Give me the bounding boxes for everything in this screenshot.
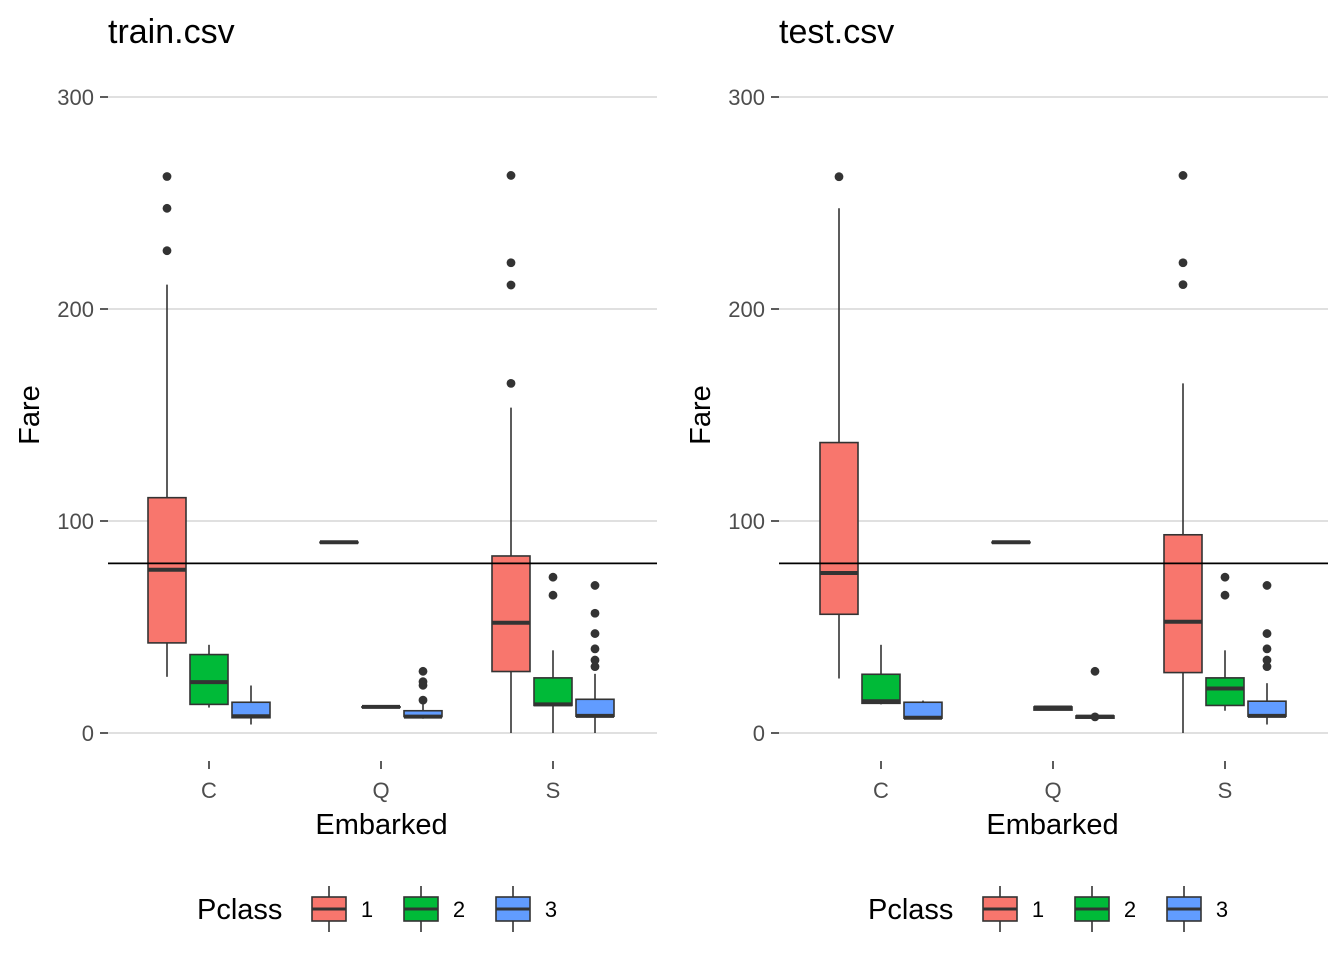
boxplot-S-pclass-3 [1247,581,1287,725]
legend-title: Pclass [868,894,953,926]
box [575,698,615,718]
outlier-point [162,172,172,181]
outlier-point [1090,712,1100,722]
boxplot-Q-pclass-1 [991,540,1031,545]
outlier-point [590,662,600,672]
outlier-point [1262,662,1272,672]
legend: Pclass 1 2 3 [868,886,1228,932]
legend-label: 1 [361,897,373,922]
x-tick-label: C [201,778,217,803]
outlier-point [590,655,600,665]
outlier-point [506,379,516,388]
chart-panel-train: train.csv 0 100 200 300 C Q S Embarked Fare Pclass… [14,13,657,932]
outlier-point [1178,258,1188,268]
chart-title: test.csv [779,13,894,51]
boxplot-C-pclass-2 [861,644,901,705]
boxplot-C-pclass-2 [189,644,229,708]
legend-label: 3 [1216,897,1228,922]
outlier-point [1220,572,1230,582]
outlier-point [834,172,844,182]
outlier-point [590,644,600,654]
y-tick-label: 100 [728,509,765,534]
legend: Pclass 1 2 3 [197,886,557,932]
boxplot-Q-pclass-1 [319,540,359,545]
box [819,441,859,616]
box [861,673,901,705]
y-tick-label: 0 [753,721,765,746]
boxplot-Q-pclass-3 [403,666,443,719]
outlier-point [418,666,428,676]
boxplot-S-pclass-2 [1205,572,1245,711]
legend-label: 2 [453,897,465,922]
box [1163,533,1203,674]
y-axis-label: Fare [685,385,717,445]
chart-panel-test: test.csv 0 100 200 300 C Q S Embarked Fare Pclass 1… [685,13,1328,932]
y-axis-label: Fare [14,385,46,445]
outlier-point [590,629,600,638]
y-tick-label: 100 [57,509,94,534]
boxplot-S-pclass-1 [1163,171,1203,733]
legend-label: 1 [1032,897,1044,922]
outlier-point [1262,655,1272,665]
outlier-point [548,590,558,600]
x-tick-label: C [873,778,889,803]
outlier-point [1262,644,1272,654]
y-tick-label: 200 [57,297,94,322]
outlier-point [1178,171,1188,180]
y-tick-label: 300 [728,85,765,110]
box [1205,677,1245,707]
outlier-point [1262,629,1272,638]
outlier-point [1262,581,1272,590]
boxplot-S-pclass-1 [491,171,531,733]
outlier-point [548,572,558,582]
outlier-point [506,280,516,290]
legend-key-3: 3 [495,886,557,932]
legend-key-2: 2 [1074,886,1136,932]
legend-key-2: 2 [403,886,465,932]
outlier-point [590,608,600,618]
outlier-point [162,246,172,256]
y-tick-label: 0 [82,721,94,746]
x-tick-label: Q [372,778,389,803]
x-axis-label: Embarked [315,809,447,841]
x-tick-label: S [1218,778,1233,803]
x-tick-label: S [546,778,561,803]
outlier-point [506,171,516,180]
box [533,677,573,707]
outlier-point [590,581,600,590]
boxplot-Q-pclass-3 [1075,666,1115,722]
boxplot-S-pclass-2 [533,572,573,733]
box [189,653,229,706]
y-tick-label: 300 [57,85,94,110]
outlier-point [1220,590,1230,600]
boxplot-S-pclass-3 [575,581,615,733]
legend-key-3: 3 [1166,886,1228,932]
legend-title: Pclass [197,894,282,926]
outlier-point [506,258,516,268]
chart-title: train.csv [108,13,235,51]
outlier-point [162,203,172,213]
x-axis-label: Embarked [986,809,1118,841]
boxplot-C-pclass-3 [231,685,271,725]
legend-label: 2 [1124,897,1136,922]
boxplot-C-pclass-1 [819,172,859,679]
outlier-point [418,695,428,705]
boxplot-C-pclass-3 [903,700,943,720]
x-tick-label: Q [1044,778,1061,803]
y-tick-label: 200 [728,297,765,322]
outlier-point [1178,280,1188,290]
boxplot-C-pclass-1 [147,172,187,677]
outlier-point [418,677,428,687]
outlier-point [1090,666,1100,676]
legend-label: 3 [545,897,557,922]
boxplot-Q-pclass-2 [361,704,401,709]
legend-key-1: 1 [982,886,1044,932]
legend-key-1: 1 [311,886,373,932]
box [491,555,531,673]
boxplot-Q-pclass-2 [1033,705,1073,711]
